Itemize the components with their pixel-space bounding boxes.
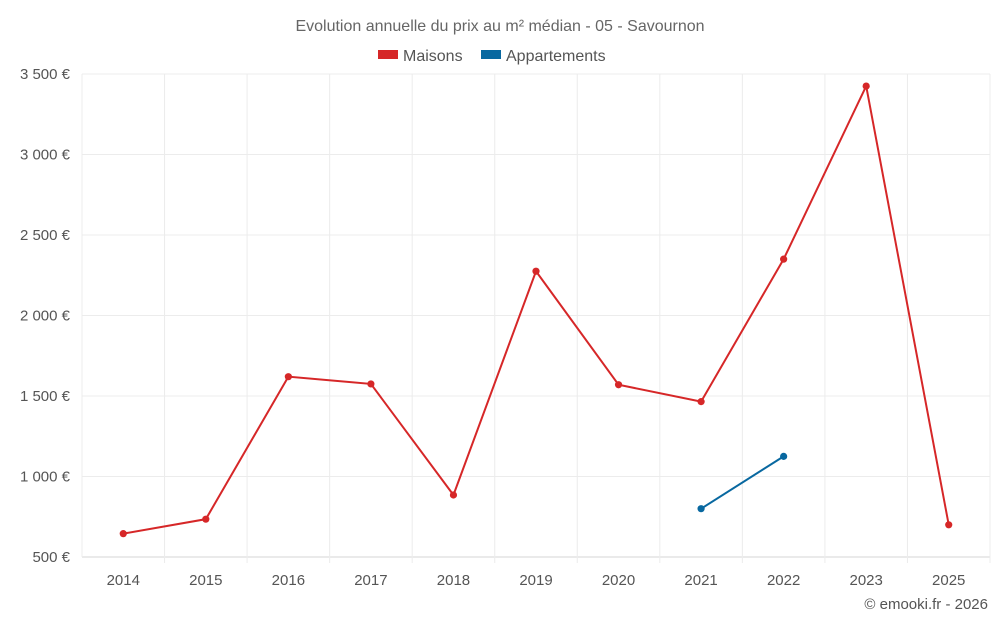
data-point-appartements[interactable]: Appartements 2022: 1125 — [780, 452, 788, 460]
grid-lines — [81, 73, 991, 563]
chart-title: Evolution annuelle du prix au m² médian … — [295, 18, 704, 35]
data-point-maisons[interactable]: Maisons 2019: 2275 — [532, 267, 540, 275]
x-tick-label: 2020 — [602, 572, 635, 589]
data-point-maisons[interactable]: Maisons 2017: 1575 — [367, 380, 375, 388]
x-tick-label: 2016 — [272, 572, 305, 589]
series-line-appartements — [700, 455, 785, 510]
series-points[interactable]: Maisons 2014: 645 Maisons 2015: 735 Maison… — [119, 82, 953, 538]
x-axis-ticks: 2014 2015 2016 2017 2018 2019 2020 2021 2022 2023… — [107, 572, 966, 589]
data-point-maisons[interactable]: Maisons 2020: 1570 — [614, 381, 623, 389]
y-tick-label: 3 000 € — [20, 147, 71, 164]
x-tick-label: 2025 — [932, 572, 965, 589]
y-tick-label: 2 500 € — [20, 227, 71, 244]
y-tick-label: 1 500 € — [20, 388, 71, 405]
x-tick-label: 2017 — [354, 572, 387, 589]
legend-swatch-appartements — [481, 50, 501, 59]
data-point-maisons[interactable]: Maisons 2015: 735 — [202, 515, 210, 523]
legend[interactable]: Maisons Appartements — [378, 48, 606, 65]
data-point-maisons[interactable]: Maisons 2023: 3425 — [862, 82, 870, 90]
x-tick-label: 2021 — [684, 572, 717, 589]
y-tick-label: 500 € — [32, 549, 70, 566]
x-tick-label: 2014 — [107, 572, 140, 589]
data-point-appartements[interactable]: Appartements 2021: 800 — [697, 505, 705, 513]
data-point-maisons[interactable]: Maisons 2014: 645 — [119, 530, 127, 538]
y-axis-ticks: 500 € 1 000 € 1 500 € 2 000 € 2 500 € 3 000 €… — [20, 66, 71, 566]
x-tick-label: 2022 — [767, 572, 800, 589]
data-point-maisons[interactable]: Maisons 2021: 1465 — [697, 398, 705, 406]
data-point-maisons[interactable]: Maisons 2018: 885 — [449, 491, 458, 499]
x-tick-label: 2018 — [437, 572, 470, 589]
y-tick-label: 1 000 € — [20, 469, 71, 486]
legend-label-maisons[interactable]: Maisons — [403, 48, 463, 65]
y-tick-label: 3 500 € — [20, 66, 71, 83]
x-tick-label: 2015 — [189, 572, 222, 589]
x-tick-label: 2019 — [519, 572, 552, 589]
data-point-maisons[interactable]: Maisons 2025: 700 — [945, 521, 953, 529]
legend-label-appartements[interactable]: Appartements — [506, 48, 606, 65]
legend-swatch-maisons — [378, 50, 398, 59]
credit-text: © emooki.fr - 2026 — [864, 596, 988, 613]
y-tick-label: 2 000 € — [20, 308, 71, 325]
x-tick-label: 2023 — [849, 572, 882, 589]
data-point-maisons[interactable]: Maisons 2022: 2350 — [780, 255, 788, 263]
